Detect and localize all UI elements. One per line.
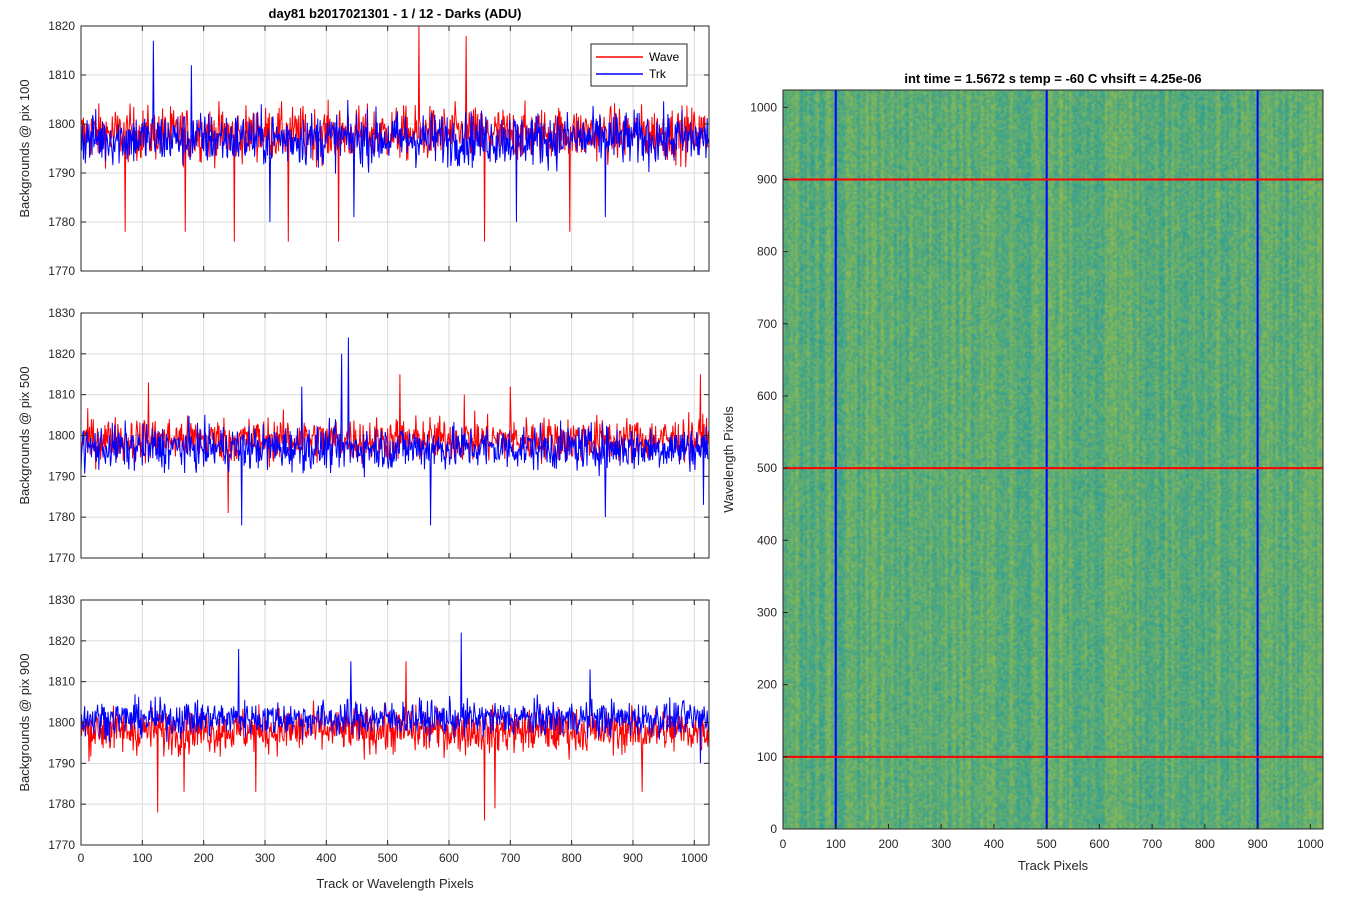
x-tick-label: 900 <box>1248 837 1268 851</box>
series-line-trk <box>81 40 709 223</box>
y-tick-label: 1770 <box>48 551 75 565</box>
y-tick-label: 0 <box>770 822 777 836</box>
heatmap-image <box>783 90 1323 829</box>
y-tick-label: 1780 <box>48 797 75 811</box>
x-tick-label: 900 <box>623 851 643 865</box>
y-tick-label: 1810 <box>48 388 75 402</box>
x-tick-label: 200 <box>194 851 214 865</box>
y-axis-label: Backgrounds @ pix 900 <box>17 653 32 791</box>
x-tick-label: 300 <box>255 851 275 865</box>
y-tick-label: 900 <box>757 172 777 186</box>
y-tick-label: 1830 <box>48 593 75 607</box>
y-tick-label: 500 <box>757 461 777 475</box>
series-line-trk <box>81 337 709 526</box>
y-tick-label: 1770 <box>48 264 75 278</box>
x-tick-label: 0 <box>78 851 85 865</box>
heatmap-chart: 0 100 200 300 400 500 600 700 800 900 1000 0 100 200 3… <box>721 71 1324 873</box>
y-axis-label: Backgrounds @ pix 100 <box>17 79 32 217</box>
y-tick-label: 1810 <box>48 68 75 82</box>
y-tick-label: 1780 <box>48 510 75 524</box>
series-line-trk <box>81 632 709 764</box>
x-tick-label: 800 <box>1195 837 1215 851</box>
y-tick-label: 1820 <box>48 19 75 33</box>
x-tick-label: 400 <box>984 837 1004 851</box>
y-tick-label: 100 <box>757 750 777 764</box>
y-tick-label: 1800 <box>48 716 75 730</box>
x-tick-label: 400 <box>316 851 336 865</box>
x-tick-label: 600 <box>439 851 459 865</box>
legend: Wave Trk <box>590 43 688 87</box>
y-tick-label: 1780 <box>48 215 75 229</box>
x-tick-label: 100 <box>132 851 152 865</box>
y-tick-label: 200 <box>757 678 777 692</box>
legend-label-wave: Wave <box>649 50 680 64</box>
y-axis-label: Wavelength Pixels <box>721 406 736 513</box>
y-tick-label: 1800 <box>48 117 75 131</box>
x-tick-label: 200 <box>878 837 898 851</box>
axes-box <box>80 25 710 272</box>
x-tick-label: 100 <box>826 837 846 851</box>
y-tick-label: 1820 <box>48 347 75 361</box>
y-tick-label: 1000 <box>750 100 777 114</box>
chart-title: int time = 1.5672 s temp = -60 C vhsift … <box>904 71 1201 86</box>
x-tick-label: 700 <box>1142 837 1162 851</box>
y-tick-label: 600 <box>757 389 777 403</box>
x-axis-label: Track Pixels <box>1018 858 1089 873</box>
y-tick-label: 1790 <box>48 469 75 483</box>
y-tick-label: 400 <box>757 533 777 547</box>
legend-box <box>590 43 688 87</box>
y-tick-label: 800 <box>757 245 777 259</box>
y-axis-label: Backgrounds @ pix 500 <box>17 366 32 504</box>
chart-title: day81 b2017021301 - 1 / 12 - Darks (ADU) <box>269 6 522 21</box>
series-line-wave <box>81 661 709 821</box>
x-axis-label: Track or Wavelength Pixels <box>316 876 474 891</box>
y-tick-label: 700 <box>757 317 777 331</box>
y-tick-label: 1790 <box>48 166 75 180</box>
x-tick-label: 700 <box>500 851 520 865</box>
x-tick-label: 800 <box>562 851 582 865</box>
line-chart-1: 1770 1780 1790 1800 1810 1820 Backgrounds @ pi… <box>17 6 710 278</box>
axes-box <box>782 89 1324 830</box>
x-tick-label: 500 <box>378 851 398 865</box>
legend-label-trk: Trk <box>649 67 667 81</box>
x-tick-label: 300 <box>931 837 951 851</box>
x-tick-label: 500 <box>1037 837 1057 851</box>
y-tick-label: 1800 <box>48 429 75 443</box>
y-tick-label: 1820 <box>48 634 75 648</box>
line-chart-2: 1770 1780 1790 1800 1810 1820 1830 Backgrounds … <box>17 306 710 565</box>
line-chart-3: 1770 1780 1790 1800 1810 1820 1830 0 100 200 300 40… <box>17 593 710 891</box>
y-tick-label: 300 <box>757 605 777 619</box>
x-tick-label: 600 <box>1089 837 1109 851</box>
x-tick-label: 1000 <box>1297 837 1324 851</box>
y-tick-label: 1810 <box>48 675 75 689</box>
y-tick-label: 1830 <box>48 306 75 320</box>
x-tick-label: 0 <box>780 837 787 851</box>
x-tick-label: 1000 <box>681 851 708 865</box>
y-tick-label: 1790 <box>48 756 75 770</box>
y-tick-label: 1770 <box>48 838 75 852</box>
